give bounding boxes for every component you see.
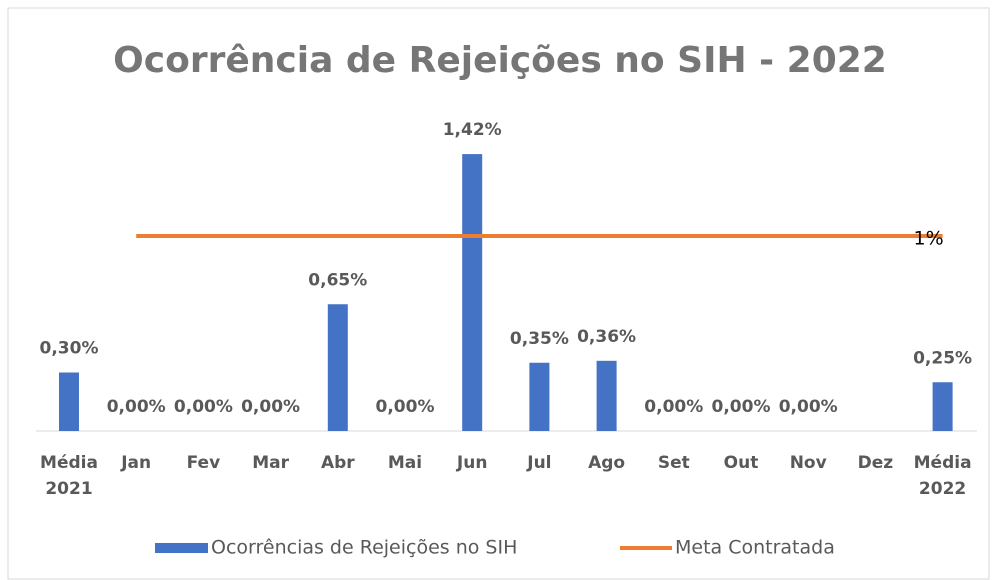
data-label: 0,00% bbox=[712, 397, 771, 417]
chart-border bbox=[7, 7, 990, 580]
data-label: 0,00% bbox=[376, 397, 435, 417]
x-tick-label: Média 2021 bbox=[40, 453, 98, 499]
bar bbox=[59, 372, 79, 431]
x-tick-label: Nov bbox=[789, 453, 827, 473]
data-label: 0,35% bbox=[510, 329, 569, 349]
x-tick-label: Out bbox=[723, 453, 759, 473]
data-label: 0,25% bbox=[913, 348, 972, 368]
data-label: 0,00% bbox=[107, 397, 166, 417]
x-tick-label: Mai bbox=[387, 453, 423, 473]
data-label: 0,36% bbox=[577, 327, 636, 347]
x-tick-label: Jun bbox=[456, 453, 488, 473]
chart-title: Ocorrência de Rejeições no SIH - 2022 bbox=[113, 40, 887, 81]
x-tick-label: Dez bbox=[857, 453, 894, 473]
legend-swatch bbox=[155, 543, 208, 553]
data-label: 0,00% bbox=[779, 397, 838, 417]
data-label: 1,42% bbox=[443, 120, 502, 140]
x-tick-label: Mar bbox=[252, 453, 289, 473]
legend-label: Ocorrências de Rejeições no SIH bbox=[211, 537, 517, 559]
x-tick-label: Média 2022 bbox=[913, 453, 972, 499]
x-tick-label: Fev bbox=[186, 453, 221, 473]
x-tick-label: Set bbox=[657, 453, 690, 473]
bar bbox=[327, 304, 348, 431]
bar bbox=[596, 360, 617, 431]
x-tick-label: Ago bbox=[588, 453, 626, 473]
data-label: 1% bbox=[914, 228, 944, 250]
bar bbox=[529, 362, 550, 431]
bar bbox=[462, 154, 483, 431]
x-tick-label: Abr bbox=[320, 453, 355, 473]
data-label: 0,00% bbox=[644, 397, 703, 417]
data-label: 0,00% bbox=[174, 397, 233, 417]
data-label: 0,30% bbox=[40, 339, 99, 359]
x-tick-label: Jan bbox=[121, 453, 152, 473]
legend-label: Meta Contratada bbox=[675, 537, 835, 559]
data-label: 0,65% bbox=[308, 270, 367, 290]
x-tick-label: Jul bbox=[527, 453, 552, 473]
data-label: 0,00% bbox=[241, 397, 300, 417]
bar bbox=[932, 382, 953, 431]
